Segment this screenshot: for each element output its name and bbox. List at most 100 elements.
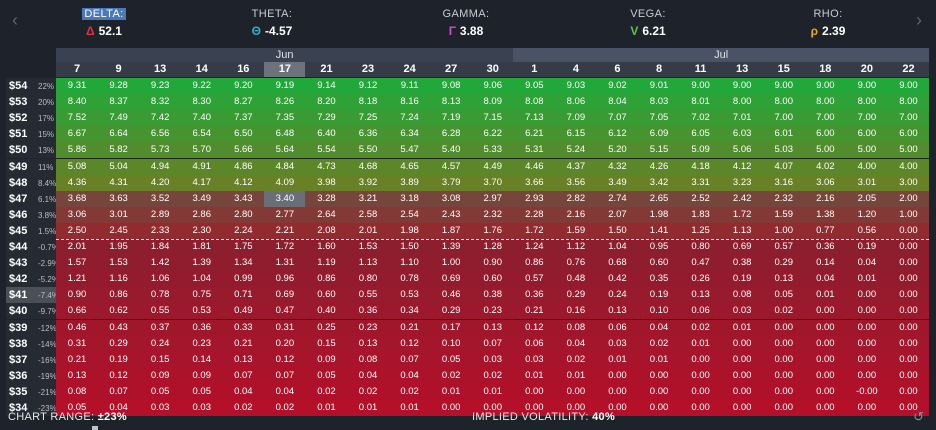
table-cell[interactable]: 3.00 [887,174,930,191]
table-cell[interactable]: 1.59 [762,206,805,223]
table-cell[interactable]: 0.77 [804,222,847,239]
table-cell[interactable]: 3.43 [222,190,265,207]
table-cell[interactable]: 0.00 [804,351,847,368]
table-cell[interactable]: 0.60 [471,271,514,288]
table-cell[interactable]: 0.00 [679,351,722,368]
table-cell[interactable]: 4.00 [845,158,888,175]
table-cell[interactable]: 0.08 [56,383,99,400]
table-cell[interactable]: 8.03 [638,94,681,111]
table-cell[interactable]: 2.01 [56,239,99,255]
table-cell[interactable]: 0.00 [845,319,888,336]
table-cell[interactable]: 8.00 [762,94,805,111]
day-header-cell[interactable]: 16 [222,62,265,77]
table-cell[interactable]: 0.00 [471,400,514,416]
table-cell[interactable]: 4.32 [596,158,639,175]
table-cell[interactable]: 7.05 [638,110,681,127]
table-cell[interactable]: 8.18 [347,94,390,111]
greek-delta[interactable]: DELTA: Δ 52.1 [44,4,164,38]
table-cell[interactable]: 0.48 [554,271,597,288]
table-cell[interactable]: 0.53 [388,287,431,304]
table-cell[interactable]: 3.63 [97,190,140,207]
table-cell[interactable]: 0.78 [139,287,182,304]
table-cell[interactable]: 1.13 [347,255,390,272]
table-cell[interactable]: 7.49 [97,110,140,127]
table-cell[interactable]: 1.87 [430,222,473,239]
table-cell[interactable]: 5.00 [845,142,888,159]
table-cell[interactable]: 6.67 [56,126,99,143]
table-cell[interactable]: 0.02 [638,335,681,352]
row-price-label[interactable]: $40 -9.7% [6,303,59,320]
table-cell[interactable]: 0.05 [305,367,348,384]
table-cell[interactable]: 8.26 [263,94,306,111]
table-cell[interactable]: 0.00 [513,383,556,400]
table-cell[interactable]: 6.21 [513,126,556,143]
table-cell[interactable]: 0.07 [222,367,265,384]
table-cell[interactable]: 5.66 [222,142,265,159]
table-cell[interactable]: 2.97 [471,190,514,207]
table-cell[interactable]: 4.02 [804,158,847,175]
table-cell[interactable]: 8.06 [554,94,597,111]
table-cell[interactable]: 0.00 [430,400,473,416]
table-cell[interactable]: 0.04 [554,335,597,352]
table-cell[interactable]: 1.39 [180,255,223,272]
table-cell[interactable]: 5.03 [762,142,805,159]
table-cell[interactable]: 0.47 [679,255,722,272]
table-cell[interactable]: 0.24 [139,335,182,352]
row-price-label[interactable]: $36 -19% [6,367,57,384]
table-cell[interactable]: 0.09 [305,351,348,368]
table-cell[interactable]: 5.82 [97,142,140,159]
table-cell[interactable]: 0.00 [679,367,722,384]
table-cell[interactable]: 2.74 [596,190,639,207]
table-cell[interactable]: 2.86 [180,206,223,223]
table-cell[interactable]: 0.03 [180,400,223,416]
table-cell[interactable]: 0.01 [596,351,639,368]
table-cell[interactable]: 4.86 [222,158,265,175]
table-cell[interactable]: 6.05 [679,126,722,143]
table-cell[interactable]: 3.70 [471,174,514,191]
table-cell[interactable]: 6.34 [388,126,431,143]
table-cell[interactable]: 0.69 [430,271,473,288]
row-price-label[interactable]: $45 1.5% [6,222,56,239]
table-cell[interactable]: 8.01 [679,94,722,111]
table-cell[interactable]: 2.16 [804,190,847,207]
table-cell[interactable]: 1.50 [388,239,431,255]
table-cell[interactable]: 1.28 [471,239,514,255]
day-header-cell[interactable]: 7 [56,62,99,77]
table-cell[interactable]: 0.02 [222,400,265,416]
table-cell[interactable]: 0.57 [762,239,805,255]
table-cell[interactable]: 9.00 [804,78,847,94]
table-cell[interactable]: 0.31 [263,319,306,336]
table-cell[interactable]: 1.81 [180,239,223,255]
table-cell[interactable]: 0.13 [56,367,99,384]
table-cell[interactable]: 1.42 [139,255,182,272]
table-cell[interactable]: 5.09 [679,142,722,159]
table-cell[interactable]: 7.15 [471,110,514,127]
table-cell[interactable]: 0.80 [679,239,722,255]
table-cell[interactable]: 2.45 [97,222,140,239]
table-cell[interactable]: 0.00 [887,351,930,368]
table-cell[interactable]: 0.96 [263,271,306,288]
table-cell[interactable]: 0.02 [762,303,805,320]
table-cell[interactable]: 0.15 [305,335,348,352]
table-cell[interactable]: 3.06 [56,206,99,223]
table-cell[interactable]: 5.04 [97,158,140,175]
day-header-cell[interactable]: 13 [721,62,764,77]
table-cell[interactable]: 1.72 [513,222,556,239]
table-cell[interactable]: 1.98 [638,206,681,223]
table-cell[interactable]: 0.00 [845,367,888,384]
table-cell[interactable]: 5.08 [56,158,99,175]
table-cell[interactable]: 0.02 [388,383,431,400]
greek-vega[interactable]: VEGA: V 6.21 [588,4,708,38]
table-cell[interactable]: 4.36 [56,174,99,191]
table-cell[interactable]: 4.73 [305,158,348,175]
table-cell[interactable]: 3.06 [804,174,847,191]
table-cell[interactable]: 0.01 [638,351,681,368]
day-header-cell[interactable]: 24 [388,62,431,77]
table-cell[interactable]: 4.12 [222,174,265,191]
table-cell[interactable]: 9.11 [388,78,431,94]
table-cell[interactable]: 2.58 [347,206,390,223]
table-cell[interactable]: 0.04 [263,383,306,400]
table-cell[interactable]: 0.04 [97,400,140,416]
table-cell[interactable]: 1.57 [56,255,99,272]
table-cell[interactable]: 1.83 [679,206,722,223]
